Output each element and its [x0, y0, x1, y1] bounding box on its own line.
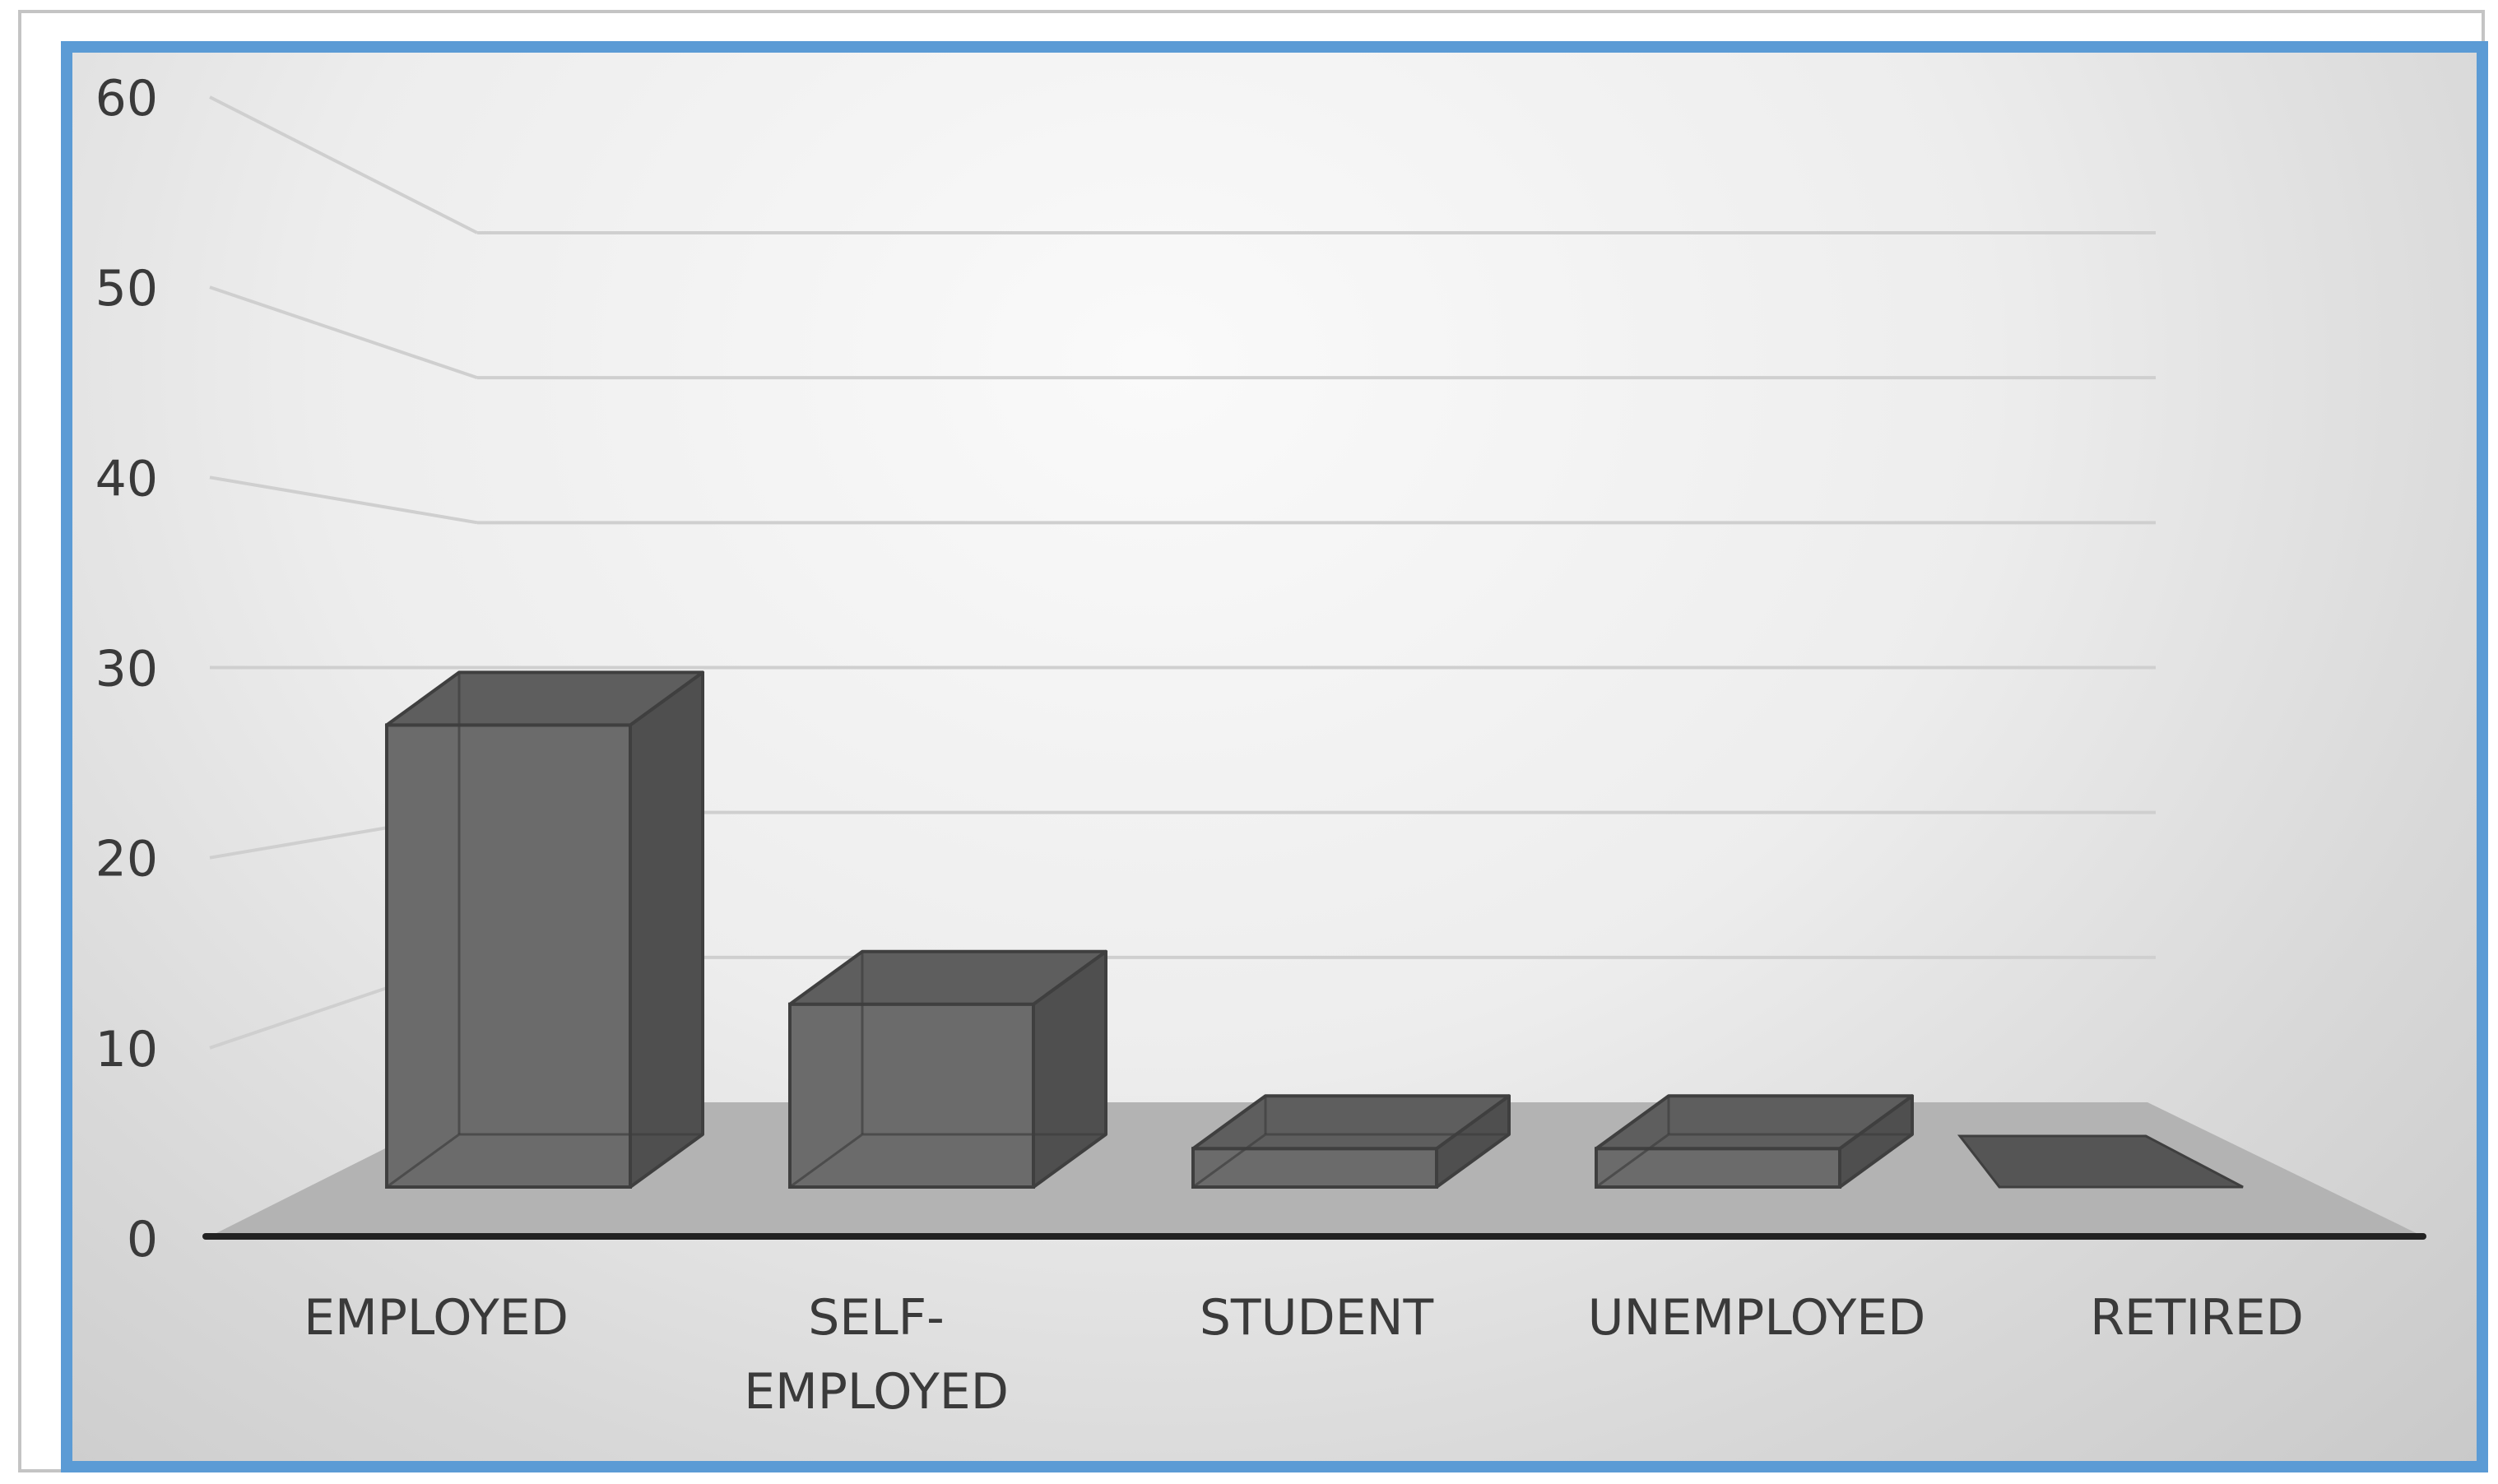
bar-footprint	[1957, 1134, 2244, 1189]
y-tick-label: 20	[95, 831, 158, 888]
bar-self-employed	[788, 949, 1107, 1189]
bar-front-face	[385, 723, 632, 1189]
bar-front-face	[1191, 1147, 1438, 1189]
bar-employed	[385, 670, 704, 1189]
y-tick-label: 30	[95, 641, 158, 698]
bar-front-face	[1595, 1147, 1841, 1189]
y-tick-label: 0	[127, 1211, 158, 1268]
x-axis-labels: EMPLOYED SELF- EMPLOYED STUDENT UNEMPLOYED RE…	[304, 1289, 2304, 1421]
y-tick-label: 10	[95, 1021, 158, 1078]
gridlines	[209, 95, 2156, 1050]
x-category-label: RETIRED	[2090, 1289, 2304, 1347]
x-category-label: STUDENT	[1200, 1289, 1434, 1347]
bars	[385, 670, 2244, 1189]
gridline-depth	[209, 95, 478, 234]
y-tick-label: 60	[95, 70, 158, 128]
bar-top-face	[788, 949, 1107, 1006]
x-category-label: UNEMPLOYED	[1588, 1289, 1926, 1347]
bar-retired	[1957, 1134, 2244, 1189]
x-category-label: EMPLOYED	[744, 1363, 1009, 1421]
y-tick-label: 50	[95, 260, 158, 318]
gridline-depth	[209, 475, 478, 525]
bar-side-face	[629, 670, 704, 1189]
y-axis-ticks: 0 10 20 30 40 50 60	[95, 70, 158, 1268]
y-tick-label: 40	[95, 450, 158, 508]
x-category-label: SELF-	[808, 1289, 945, 1347]
bar-top-face	[385, 670, 704, 727]
gridline-depth	[209, 285, 478, 380]
bar-unemployed	[1595, 1094, 1914, 1189]
bar-student	[1191, 1094, 1511, 1189]
x-category-label: EMPLOYED	[304, 1289, 569, 1347]
